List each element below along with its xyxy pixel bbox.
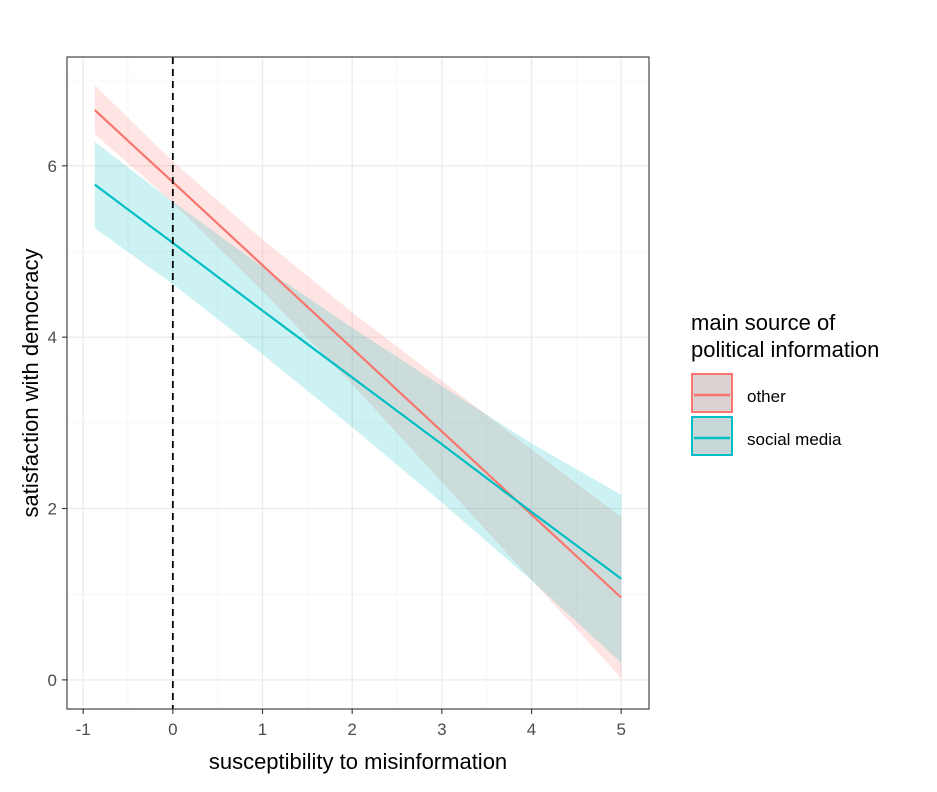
legend-key [691,373,733,413]
x-tick-label: 3 [437,720,446,739]
legend-title-line-1: main source of [691,310,836,335]
legend-key-fill [693,418,731,454]
legend-label: social media [747,430,842,449]
x-tick-label: 5 [616,720,625,739]
ribbon-social-media [94,141,622,663]
x-axis-label: susceptibility to misinformation [209,749,507,774]
legend-title-line-2: political information [691,337,879,362]
line-other [94,109,622,599]
y-tick-label: 0 [48,671,57,690]
y-axis-label: satisfaction with democracy [18,249,43,518]
x-tick-label: 0 [168,720,177,739]
line-social-media [94,183,622,580]
x-tick-label: 4 [527,720,536,739]
y-tick-label: 4 [48,328,57,347]
legend: main source of political information oth… [691,310,879,456]
y-tick-label: 6 [48,157,57,176]
series-lines [94,109,622,599]
x-tick-label: -1 [76,720,91,739]
x-tick-label: 1 [258,720,267,739]
x-axis: -1 0 1 2 3 4 5 [76,709,626,739]
legend-key-fill [693,375,731,411]
legend-item-social-media: social media [691,416,842,456]
y-tick-label: 2 [48,500,57,519]
x-tick-label: 2 [347,720,356,739]
legend-key [691,416,733,456]
legend-label: other [747,387,786,406]
y-axis: 0 2 4 6 [48,157,67,690]
legend-item-other: other [691,373,786,413]
plot-panel-border [66,56,650,710]
